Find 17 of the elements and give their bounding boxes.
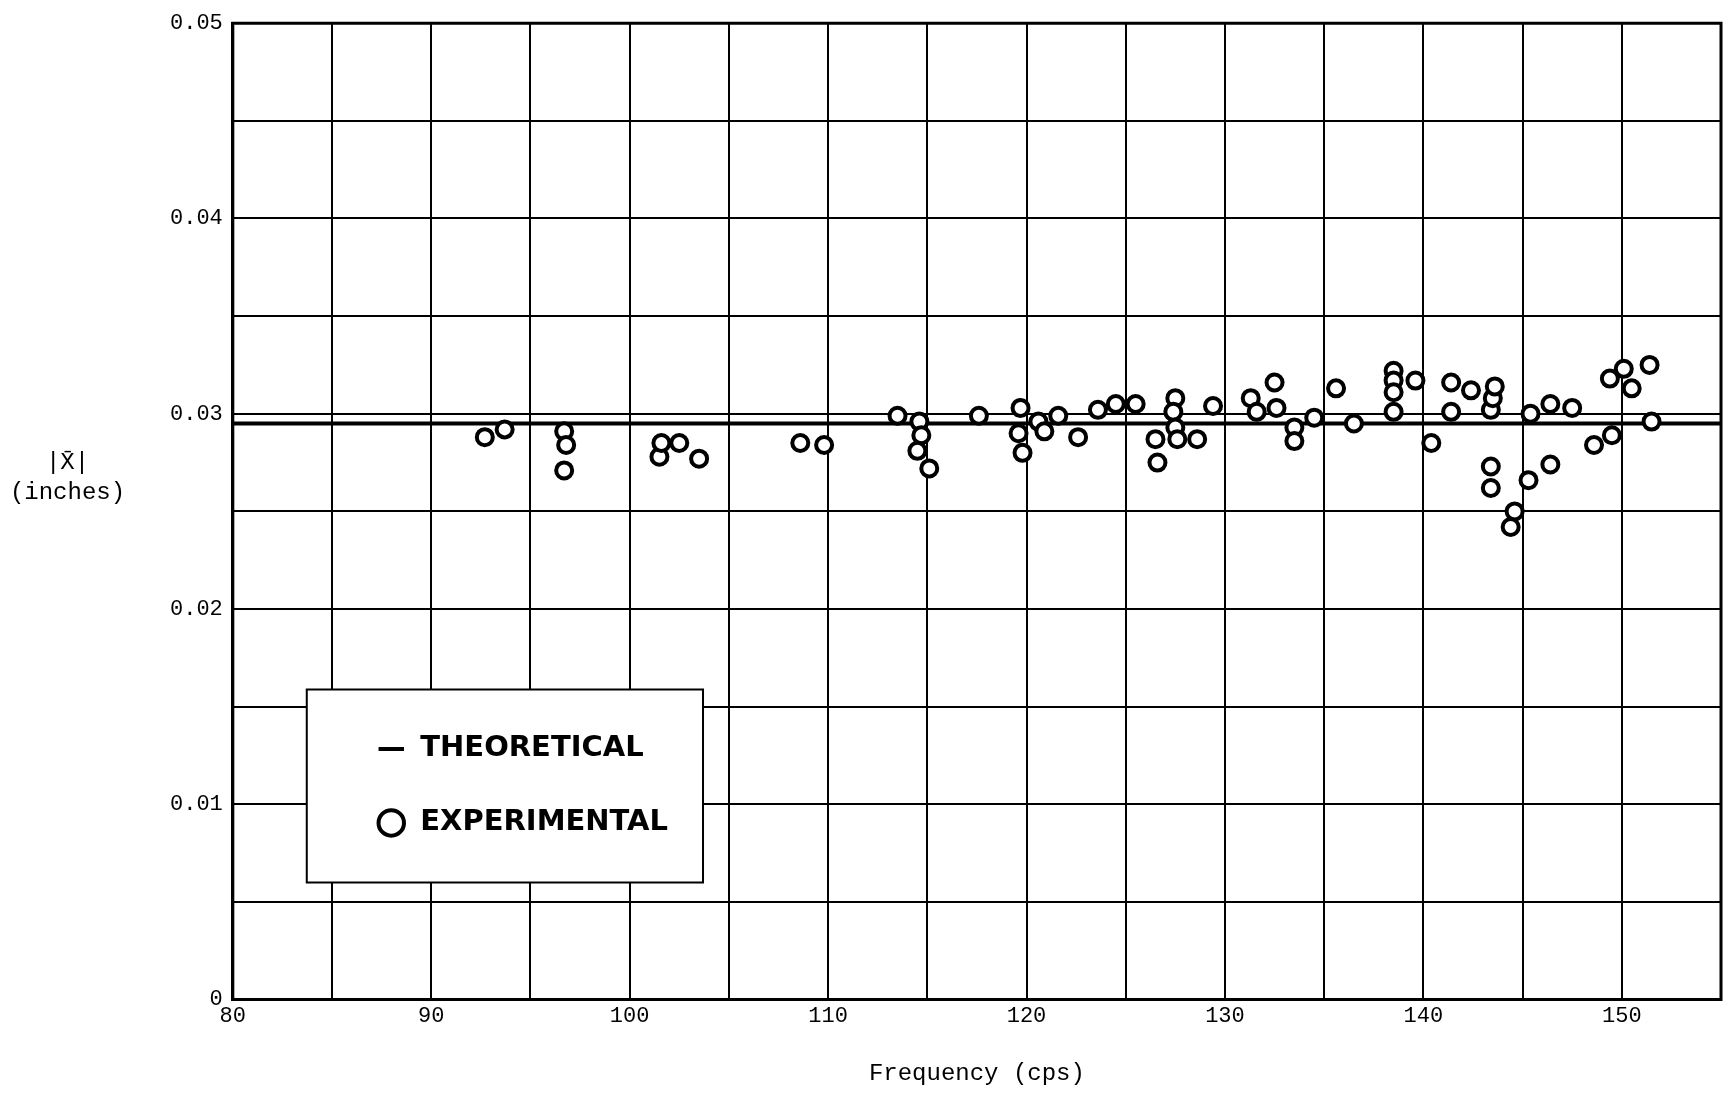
x-axis-title: Frequency (cps) [868,1059,1085,1087]
x-tick-label: 90 [418,1003,445,1029]
y-axis-title: |X̄| (inches) [8,448,127,508]
y-tick-label: 0.05 [170,11,223,37]
legend-label: EXPERIMENTAL [420,803,669,838]
x-tick-label: 120 [1006,1003,1047,1029]
y-tick-label: 0.04 [170,206,223,232]
x-tick-label: 100 [609,1003,650,1029]
y-tick-label: 0.02 [170,596,223,622]
x-tick-label: 150 [1601,1003,1642,1029]
y-tick-label: 0.03 [170,401,223,427]
legend-label: THEORETICAL [420,729,644,764]
x-tick-label: 130 [1205,1003,1245,1029]
x-tick-label: 110 [808,1003,848,1029]
x-tick-label: 140 [1403,1003,1444,1029]
y-tick-label: 0.01 [170,792,223,818]
x-tick-label: 80 [219,1003,247,1029]
